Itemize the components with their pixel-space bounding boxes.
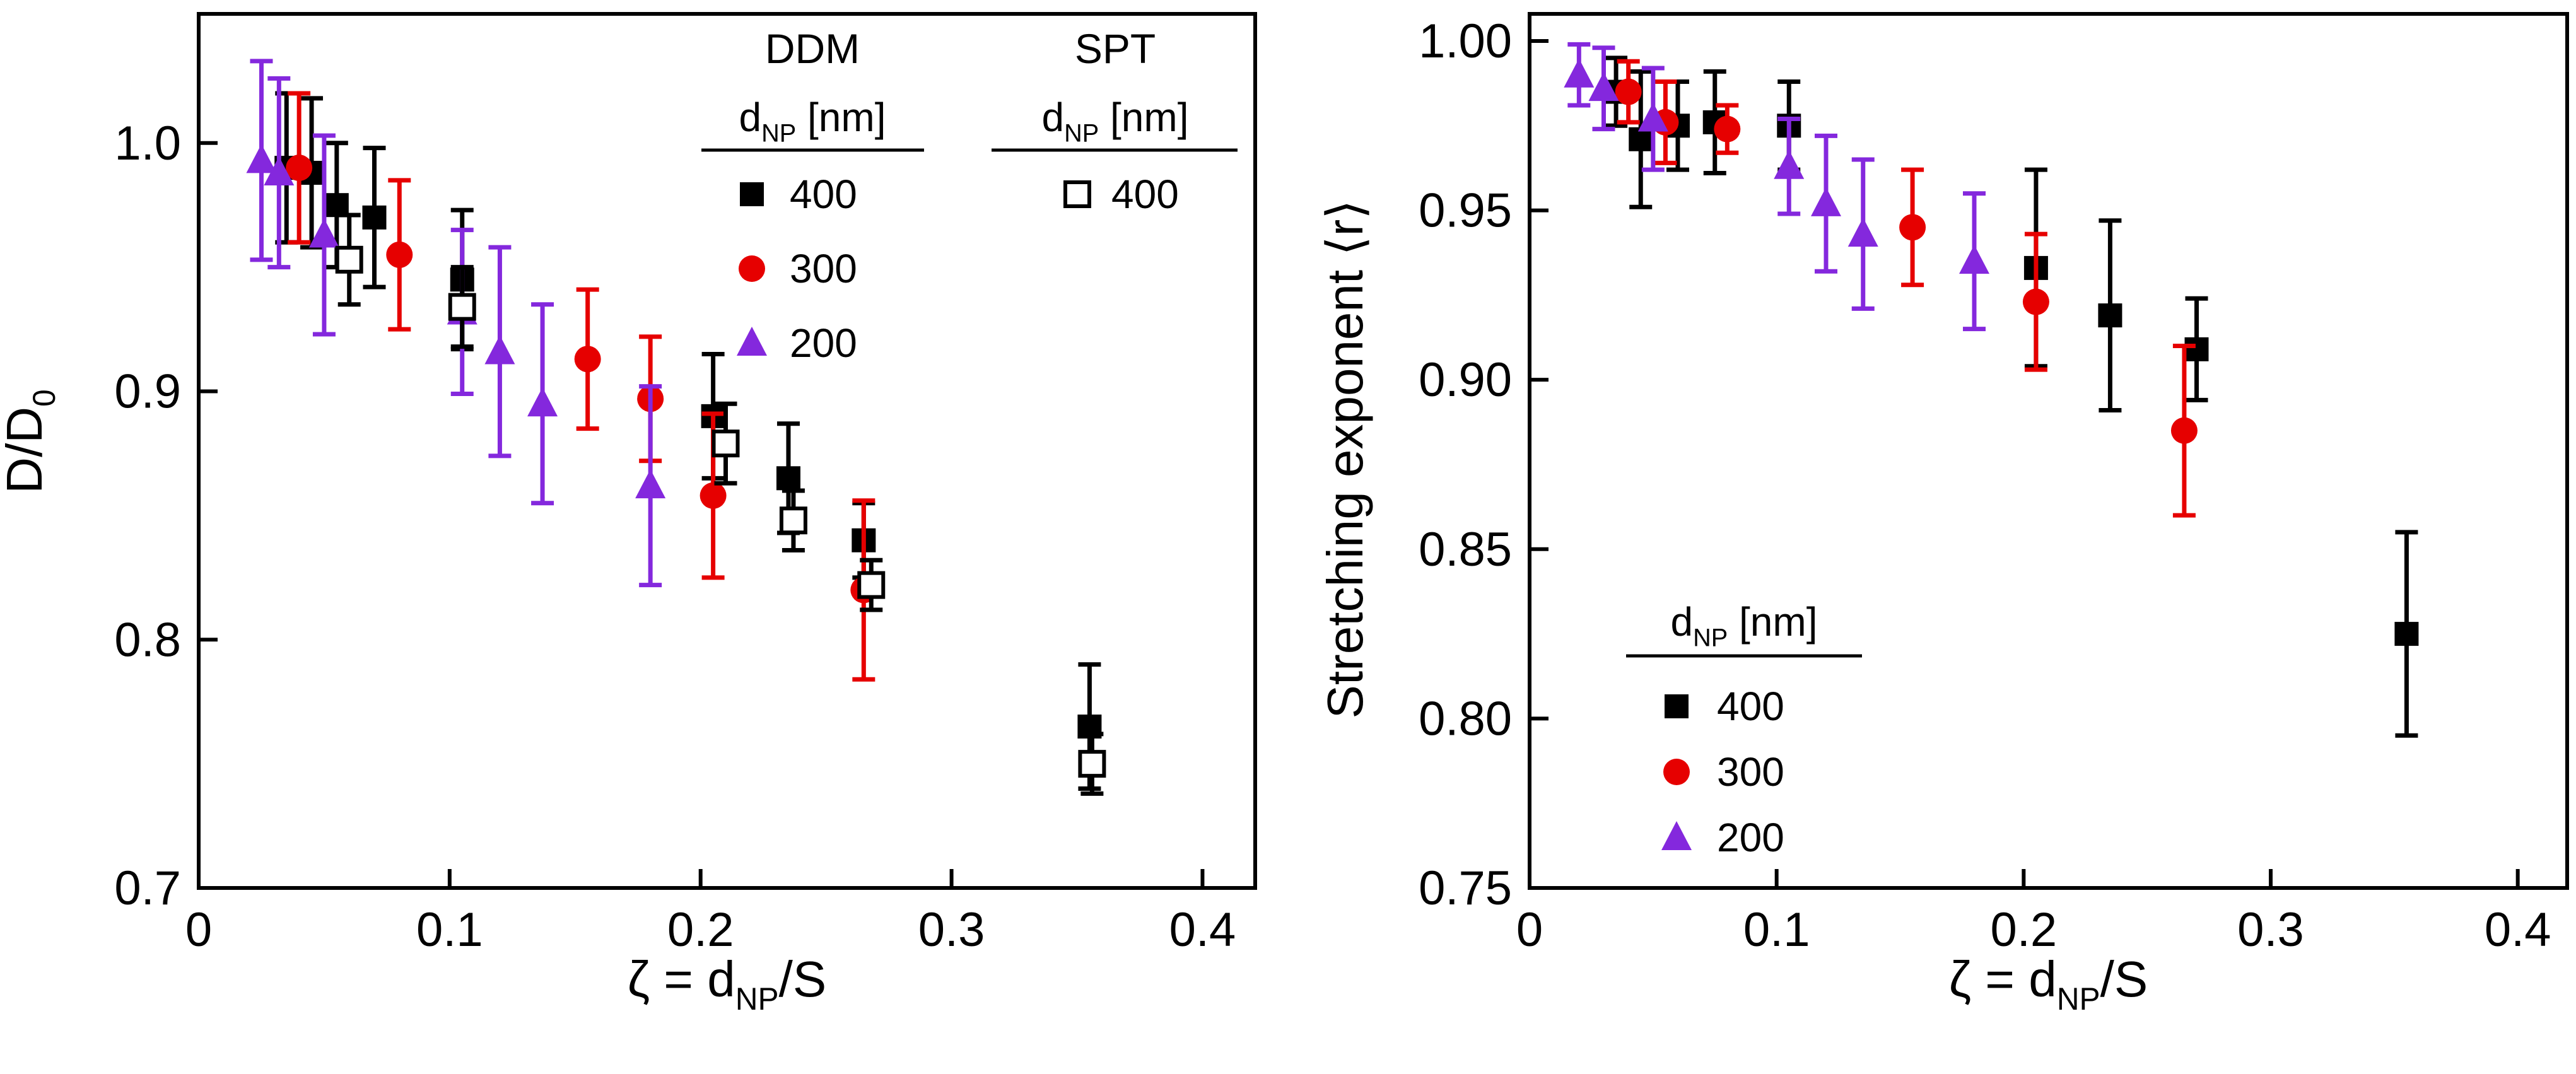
legend-item-label: 200 — [1717, 815, 1784, 860]
square-marker — [1665, 694, 1689, 718]
left-panel: 0 0.1 0.2 0.3 0.4 0.7 0.8 0.9 1.0 ζ = dNP/S D/D0 DD… — [0, 12, 1257, 1017]
circle-marker — [2170, 417, 2198, 444]
x-tick-label: 0 — [1516, 903, 1543, 957]
open-square-marker — [711, 429, 740, 458]
x-axis-label: ζ = dNP/S — [628, 951, 826, 1017]
right-panel: 0 0.1 0.2 0.3 0.4 0.75 0.80 0.85 0.90 0.95 1.00 ζ =… — [1317, 12, 2569, 1017]
x-tick-label: 0.2 — [1991, 903, 2058, 957]
circle-marker — [1615, 78, 1642, 105]
y-tick-label: 0.85 — [1419, 523, 1512, 576]
circle-marker — [1663, 759, 1690, 785]
legend-item-label: 400 — [1111, 172, 1179, 217]
triangle-marker — [1774, 149, 1805, 179]
y-tick-label: 0.9 — [114, 365, 181, 419]
triangle-marker — [635, 469, 666, 499]
circle-marker — [1899, 214, 1926, 241]
y-axis-label: D/D0 — [0, 389, 62, 493]
open-square-marker — [1063, 180, 1091, 208]
legend-header: SPT — [1075, 25, 1156, 72]
triangle-marker — [1564, 58, 1595, 88]
y-tick-label: 0.90 — [1419, 353, 1512, 407]
square-marker — [740, 182, 764, 206]
circle-marker — [286, 155, 313, 182]
legend: DDM dNP [nm] 400 300 200 SPT dNP [nm] 400 — [701, 25, 1238, 366]
triangle-marker — [527, 387, 558, 417]
triangle-marker — [1588, 72, 1619, 102]
series-ddm-200-nm — [246, 59, 666, 588]
x-tick-label: 0.3 — [918, 903, 985, 957]
x-axis-label: ζ = dNP/S — [1949, 951, 2148, 1017]
open-square-marker — [448, 293, 476, 321]
open-square-marker — [1078, 750, 1106, 778]
series-spt-400-nm — [335, 213, 1106, 796]
triangle-marker — [737, 327, 767, 356]
y-tick-label: 0.75 — [1419, 861, 1512, 915]
triangle-marker — [1959, 245, 1989, 274]
open-square-marker — [857, 571, 886, 599]
x-tick-label: 0.2 — [667, 903, 734, 957]
circle-marker — [386, 241, 413, 268]
x-tick-label: 0.1 — [416, 903, 483, 957]
x-tick-label: 0.3 — [2237, 903, 2304, 957]
y-tick-label: 0.7 — [114, 861, 181, 915]
y-tick-label: 0.8 — [114, 613, 181, 667]
legend-item-label: 400 — [790, 172, 857, 217]
series-200-nm — [1564, 42, 1989, 332]
x-tick-label: 0 — [185, 903, 212, 957]
legend-subheader: dNP [nm] — [739, 95, 886, 148]
square-marker — [2184, 337, 2209, 361]
y-tick-label: 0.80 — [1419, 692, 1512, 745]
triangle-marker — [308, 218, 339, 248]
plot-frame — [197, 12, 1257, 890]
square-marker — [362, 205, 387, 230]
square-marker — [776, 466, 800, 491]
legend-item-label: 400 — [1717, 684, 1784, 729]
triangle-marker — [1637, 102, 1668, 132]
legend-item-label: 300 — [1717, 749, 1784, 795]
triangle-marker — [1847, 218, 1878, 247]
legend-item-label: 300 — [790, 246, 857, 291]
legend: dNP [nm] 400 300 200 — [1626, 599, 1862, 860]
x-tick-label: 0.4 — [1169, 903, 1236, 957]
y-tick-label: 1.00 — [1419, 15, 1512, 68]
triangle-marker — [484, 335, 515, 365]
square-marker — [2394, 622, 2419, 646]
circle-marker — [574, 346, 601, 373]
triangle-marker — [1811, 187, 1841, 216]
legend-item-label: 200 — [790, 320, 857, 366]
triangle-marker — [264, 156, 295, 185]
circle-marker — [700, 482, 727, 509]
y-axis-label: Stretching exponent ⟨r⟩ — [1317, 200, 1373, 719]
y-tick-label: 1.0 — [114, 117, 181, 170]
x-tick-label: 0.1 — [1743, 903, 1810, 957]
legend-header: DDM — [765, 25, 860, 72]
legend-subheader: dNP [nm] — [1042, 95, 1189, 148]
plot-frame — [1528, 12, 2569, 890]
triangle-marker — [246, 144, 277, 173]
circle-marker — [739, 255, 765, 282]
legend-subheader: dNP [nm] — [1671, 599, 1818, 652]
triangle-marker — [1661, 821, 1692, 850]
square-marker — [2098, 303, 2122, 328]
circle-marker — [2022, 288, 2049, 315]
open-square-marker — [335, 245, 363, 274]
circle-marker — [1714, 115, 1741, 143]
y-tick-label: 0.95 — [1419, 184, 1512, 238]
open-square-marker — [779, 506, 807, 535]
x-tick-label: 0.4 — [2485, 903, 2551, 957]
